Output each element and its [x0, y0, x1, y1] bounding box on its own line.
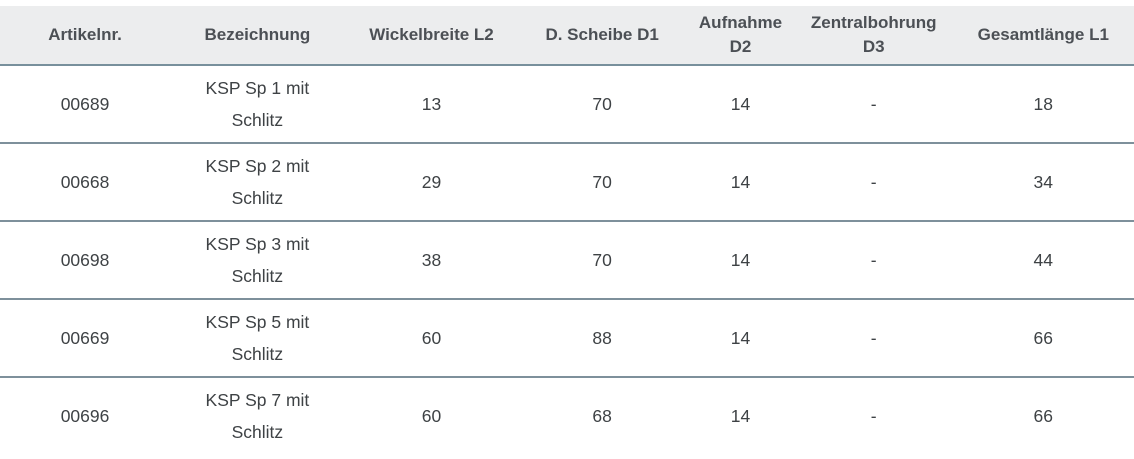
cell-bezeichnung: KSP Sp 5 mit Schlitz [170, 299, 345, 378]
cell-text: 14 [730, 327, 751, 348]
cell-d-scheibe-d1: 68 [518, 377, 687, 454]
cell-text: - [870, 327, 877, 348]
cell-d-scheibe-d1: 70 [518, 221, 687, 300]
column-header-aufnahme-d2: Aufnahme D2 [686, 6, 795, 66]
column-header-gesamtlaenge-l1: Gesamtlänge L1 [952, 6, 1134, 66]
cell-text: 88 [592, 327, 612, 348]
cell-artikelnr: 00696 [0, 377, 171, 454]
cell-d-scheibe-d1: 70 [518, 65, 687, 144]
cell-text: KSP Sp 2 mit Schlitz [205, 156, 310, 208]
cell-aufnahme-d2: 14 [686, 299, 795, 378]
column-header-d-scheibe-d1: D. Scheibe D1 [518, 6, 687, 66]
table-body: 00689 KSP Sp 1 mit Schlitz 13 70 14 - 18 00668 K… [0, 65, 1134, 454]
cell-text: 14 [730, 171, 751, 192]
cell-text: KSP Sp 7 mit Schlitz [205, 390, 310, 442]
cell-text: 14 [730, 405, 751, 426]
cell-gesamtlaenge-l1: 34 [952, 143, 1134, 222]
cell-zentralbohrung-d3: - [794, 143, 953, 222]
table-row: 00696 KSP Sp 7 mit Schlitz 60 68 14 - 66 [0, 377, 1134, 454]
cell-text: KSP Sp 1 mit Schlitz [205, 78, 310, 130]
cell-text: - [870, 171, 877, 192]
cell-aufnahme-d2: 14 [686, 221, 795, 300]
cell-text: 00668 [60, 171, 110, 192]
cell-wickelbreite-l2: 60 [344, 377, 519, 454]
cell-wickelbreite-l2: 29 [344, 143, 519, 222]
product-spec-table: Artikelnr. Bezeichnung Wickelbreite L2 D… [0, 6, 1134, 454]
cell-text: 70 [592, 93, 612, 114]
cell-text: 29 [421, 171, 442, 192]
cell-text: 70 [592, 249, 612, 270]
column-header-zentralbohrung-d3: Zentralbohrung D3 [794, 6, 953, 66]
cell-zentralbohrung-d3: - [794, 299, 953, 378]
cell-text: 38 [421, 249, 442, 270]
cell-gesamtlaenge-l1: 66 [952, 299, 1134, 378]
cell-text: 60 [421, 327, 442, 348]
cell-text: 66 [1033, 327, 1053, 348]
cell-text: - [870, 405, 877, 426]
cell-text: 00669 [60, 327, 110, 348]
table-row: 00698 KSP Sp 3 mit Schlitz 38 70 14 - 44 [0, 221, 1134, 300]
cell-gesamtlaenge-l1: 44 [952, 221, 1134, 300]
cell-text: - [870, 249, 877, 270]
cell-bezeichnung: KSP Sp 3 mit Schlitz [170, 221, 345, 300]
cell-text: 14 [730, 249, 751, 270]
cell-artikelnr: 00669 [0, 299, 171, 378]
cell-text: 00689 [60, 93, 110, 114]
cell-aufnahme-d2: 14 [686, 143, 795, 222]
cell-text: 00696 [60, 405, 110, 426]
cell-aufnahme-d2: 14 [686, 377, 795, 454]
cell-artikelnr: 00668 [0, 143, 171, 222]
column-header-artikelnr: Artikelnr. [0, 6, 171, 66]
cell-wickelbreite-l2: 60 [344, 299, 519, 378]
table-row: 00668 KSP Sp 2 mit Schlitz 29 70 14 - 34 [0, 143, 1134, 222]
cell-text: 68 [592, 405, 612, 426]
cell-wickelbreite-l2: 38 [344, 221, 519, 300]
cell-text: 66 [1033, 405, 1053, 426]
cell-d-scheibe-d1: 70 [518, 143, 687, 222]
table-header: Artikelnr. Bezeichnung Wickelbreite L2 D… [0, 6, 1134, 66]
cell-text: 70 [592, 171, 612, 192]
cell-text: 44 [1033, 249, 1053, 270]
cell-text: 00698 [60, 249, 110, 270]
cell-bezeichnung: KSP Sp 1 mit Schlitz [170, 65, 345, 144]
cell-text: 13 [421, 93, 442, 114]
cell-gesamtlaenge-l1: 18 [952, 65, 1134, 144]
column-header-bezeichnung: Bezeichnung [170, 6, 345, 66]
cell-zentralbohrung-d3: - [794, 221, 953, 300]
cell-bezeichnung: KSP Sp 2 mit Schlitz [170, 143, 345, 222]
cell-text: KSP Sp 5 mit Schlitz [205, 312, 310, 364]
table-header-row: Artikelnr. Bezeichnung Wickelbreite L2 D… [0, 6, 1134, 66]
cell-text: 14 [730, 93, 751, 114]
cell-wickelbreite-l2: 13 [344, 65, 519, 144]
column-header-wickelbreite-l2: Wickelbreite L2 [344, 6, 519, 66]
cell-text: - [870, 93, 877, 114]
cell-gesamtlaenge-l1: 66 [952, 377, 1134, 454]
cell-zentralbohrung-d3: - [794, 377, 953, 454]
cell-artikelnr: 00698 [0, 221, 171, 300]
cell-text: 34 [1033, 171, 1053, 192]
cell-bezeichnung: KSP Sp 7 mit Schlitz [170, 377, 345, 454]
cell-text: 18 [1033, 93, 1053, 114]
cell-d-scheibe-d1: 88 [518, 299, 687, 378]
cell-text: 60 [421, 405, 442, 426]
cell-artikelnr: 00689 [0, 65, 171, 144]
table-row: 00669 KSP Sp 5 mit Schlitz 60 88 14 - 66 [0, 299, 1134, 378]
cell-aufnahme-d2: 14 [686, 65, 795, 144]
table-row: 00689 KSP Sp 1 mit Schlitz 13 70 14 - 18 [0, 65, 1134, 144]
cell-text: KSP Sp 3 mit Schlitz [205, 234, 310, 286]
cell-zentralbohrung-d3: - [794, 65, 953, 144]
